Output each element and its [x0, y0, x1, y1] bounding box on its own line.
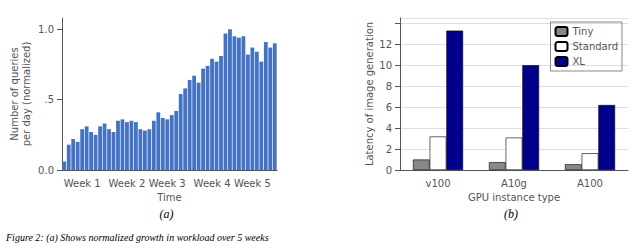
svg-text:8: 8: [386, 81, 392, 92]
svg-text:Latency of image generation: Latency of image generation: [364, 22, 375, 166]
svg-text:Figure 2: (a) Shows normalized: Figure 2: (a) Shows normalized growth in…: [5, 232, 269, 244]
svg-text:Standard: Standard: [573, 41, 619, 52]
svg-text:Week 4: Week 4: [194, 178, 231, 189]
svg-text:10: 10: [379, 60, 392, 71]
svg-text:Time: Time: [156, 192, 181, 203]
svg-text:Week 1: Week 1: [64, 178, 101, 189]
svg-text:12: 12: [379, 39, 392, 50]
svg-text:1.0: 1.0: [38, 24, 54, 35]
svg-text:GPU instance type: GPU instance type: [468, 192, 560, 203]
svg-text:.5: .5: [44, 94, 54, 105]
svg-text:per day (normalized): per day (normalized): [21, 42, 32, 147]
svg-text:0.0: 0.0: [38, 165, 54, 176]
svg-text:(b): (b): [504, 207, 518, 221]
svg-text:A10g: A10g: [501, 178, 527, 189]
svg-text:Tiny: Tiny: [572, 26, 594, 37]
svg-text:Week 5: Week 5: [234, 178, 271, 189]
svg-text:Number of queries: Number of queries: [9, 47, 20, 140]
svg-text:XL: XL: [573, 56, 586, 67]
svg-text:6: 6: [386, 102, 392, 113]
svg-text:(a): (a): [160, 207, 174, 221]
svg-text:Week 2: Week 2: [108, 178, 145, 189]
svg-text:4: 4: [386, 123, 392, 134]
svg-text:2: 2: [386, 144, 392, 155]
svg-text:v100: v100: [425, 178, 450, 189]
svg-text:0: 0: [386, 165, 392, 176]
svg-text:Week 3: Week 3: [149, 178, 186, 189]
svg-text:A100: A100: [577, 178, 603, 189]
